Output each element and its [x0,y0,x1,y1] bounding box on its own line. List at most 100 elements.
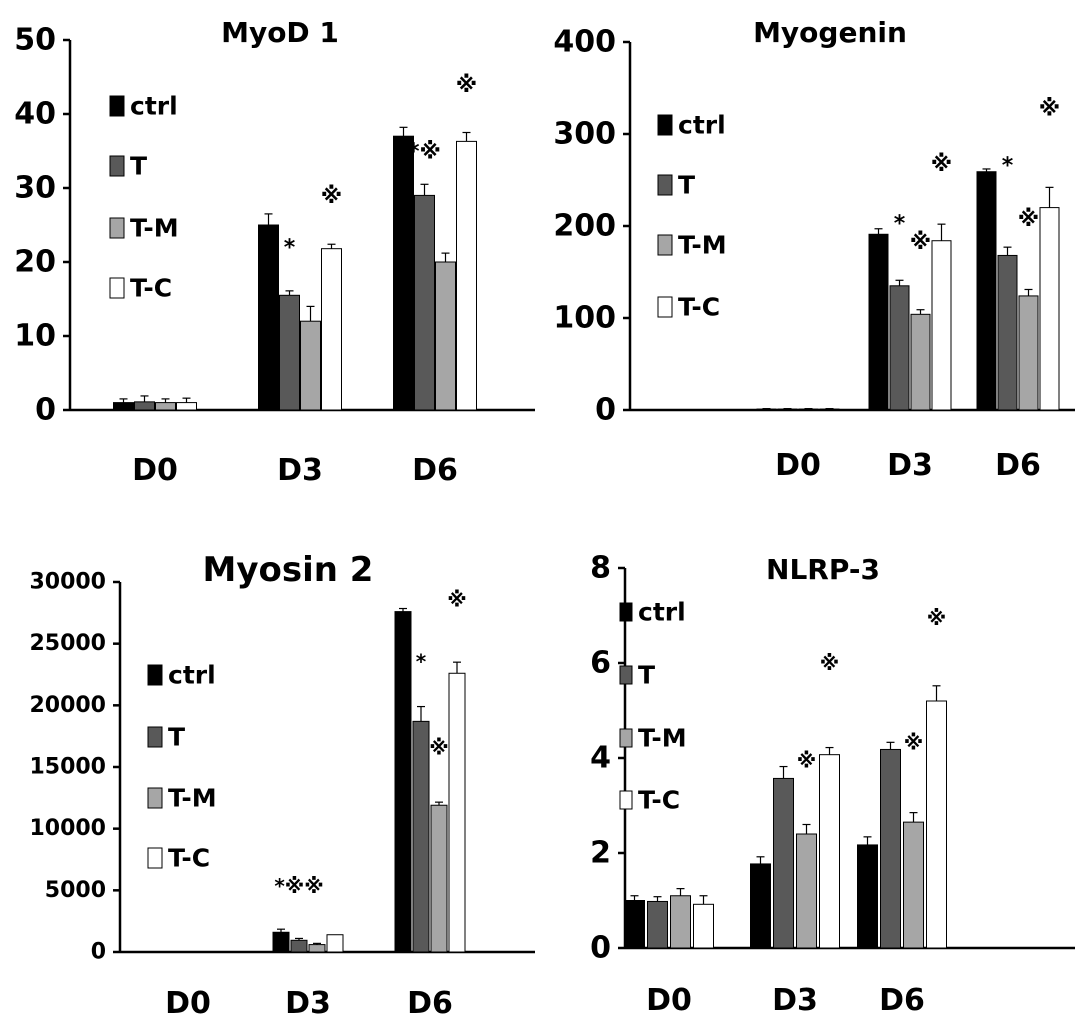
x-tick-label: D0 [646,983,692,1018]
legend-swatch [109,95,125,117]
significance-marker: ※ [820,651,839,675]
y-tick-label: 0 [91,940,106,965]
significance-marker: ※ [447,588,466,612]
x-tick-label: D3 [887,448,933,483]
y-tick-label: 10000 [29,816,106,841]
bar [910,313,931,411]
legend-swatch [657,296,673,318]
significance-marker: ※ [1039,97,1060,122]
bar [773,777,794,949]
bar [750,863,771,949]
bar [321,248,342,411]
bar [155,402,176,411]
legend-label: T-C [678,293,720,322]
bar [931,240,952,411]
y-tick-label: 15000 [29,755,106,780]
bar [414,194,435,411]
bar [796,833,817,949]
legend-swatch [657,234,673,256]
bar [880,748,901,949]
legend-label: T-C [638,786,680,815]
chart-svg: NLRP-3 0 2 4 6 8 D0 D3 D6 ※ ※ ※ ※ ctrl T T-M T-C [590,551,1075,1018]
legend-label: T-C [130,274,172,303]
x-tick-label: D0 [775,448,821,483]
y-tick-label: 50 [14,23,56,58]
significance-marker: ※ [927,606,946,630]
bar [647,900,668,949]
chart-panel-myogenin: Myogenin 0 100 200 300 400 D0 D3 D6 * ※ ※ * ※ ※ ctrl T T-… [540,0,1080,510]
x-tick-label: D6 [995,448,1041,483]
bar [176,402,197,411]
legend-label: ctrl [678,111,726,140]
legend-label: T-C [168,844,210,873]
y-tick-label: 6 [590,646,611,681]
bar [290,939,308,953]
chart-panel-myod1: MyoD 1 0 10 20 30 40 50 D0 D3 D6 * ※ *※ ※ ctrl T T-M T-C [0,0,540,510]
significance-marker: ※ [797,749,816,773]
legend-label: T-M [678,231,727,260]
x-tick-label: D3 [285,986,331,1021]
y-tick-label: 400 [553,25,616,60]
chart-panel-nlrp3: NLRP-3 0 2 4 6 8 D0 D3 D6 ※ ※ ※ ※ ctrl T T-M T-C [540,515,1080,1031]
y-tick-label: 40 [14,97,56,132]
legend-swatch [147,787,163,809]
significance-marker: * [1002,154,1014,179]
significance-marker: ※ [910,230,931,255]
legend-swatch [109,155,125,177]
y-tick-label: 300 [553,117,616,152]
bar [1039,207,1060,411]
legend-swatch [619,602,633,622]
bar [113,402,134,411]
bar [976,171,997,411]
significance-marker: ※ [321,184,342,209]
legend-label: T [168,723,185,752]
bar [394,611,412,953]
legend-swatch [147,726,163,748]
y-tick-label: 5000 [45,878,106,903]
legend-swatch [657,114,673,136]
bar [272,931,290,953]
bar [868,233,889,411]
bar [308,944,326,953]
significance-marker: ※ [904,730,923,754]
legend-label: ctrl [130,92,178,121]
legend-swatch [109,277,125,299]
significance-marker: ※ [931,152,952,177]
bar [258,224,279,411]
x-tick-label: D3 [277,453,323,488]
y-tick-label: 10 [14,319,56,354]
x-tick-label: D6 [412,453,458,488]
y-tick-label: 8 [590,551,611,586]
bar [435,261,456,411]
y-tick-label: 2 [590,836,611,871]
bar [326,934,344,953]
bar [1018,295,1039,411]
x-tick-label: D6 [879,983,925,1018]
bar [819,754,840,949]
legend-label: ctrl [638,598,686,627]
legend-swatch [147,847,163,869]
x-tick-label: D0 [165,986,211,1021]
y-tick-label: 20000 [29,693,106,718]
chart-title: MyoD 1 [221,16,339,49]
bar [393,135,414,411]
y-tick-label: 30 [14,171,56,206]
chart-svg: Myosin 2 0 5000 10000 15000 20000 25000 30000 D0… [29,550,535,1021]
significance-marker: * [894,212,906,237]
legend-swatch [619,665,633,685]
significance-marker: ※ [456,73,477,98]
x-tick-label: D0 [132,453,178,488]
significance-marker: *※ [408,139,441,164]
bar [889,285,910,411]
legend-label: T [638,661,655,690]
chart-title: NLRP-3 [766,553,880,586]
bar [412,720,430,953]
bar [903,821,924,949]
significance-marker: * [416,649,427,673]
bar [624,900,645,949]
bar [670,895,691,949]
bar [693,903,714,949]
bar [134,401,155,411]
legend-swatch [657,174,673,196]
